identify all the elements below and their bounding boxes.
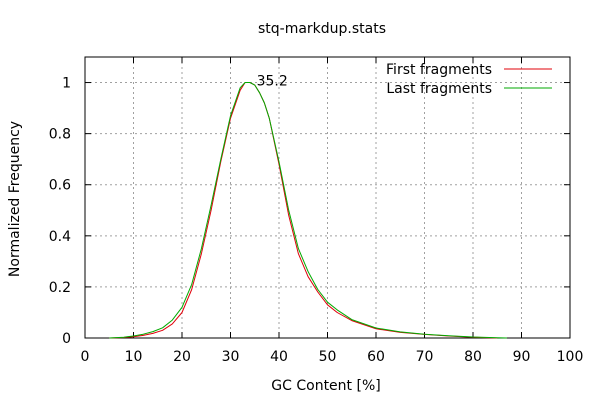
peak-annotation: 35.2 (257, 74, 288, 90)
x-tick-label: 100 (557, 349, 584, 365)
chart-title: stq-markdup.stats (258, 21, 386, 37)
y-tick-label: 0 (62, 331, 71, 347)
x-tick-label: 0 (81, 349, 90, 365)
x-tick-label: 90 (513, 349, 531, 365)
x-tick-label: 60 (367, 349, 385, 365)
y-tick-label: 0.2 (49, 280, 71, 296)
grid-layer (85, 57, 570, 338)
tick-layer: 0 10 20 30 40 50 60 70 80 90 100 0 0.2 0.4 0.6 0.8 1 (49, 57, 584, 365)
y-tick-label: 1 (62, 76, 71, 92)
x-tick-label: 20 (173, 349, 191, 365)
legend-label: First fragments (386, 62, 492, 78)
x-tick-label: 80 (464, 349, 482, 365)
x-tick-label: 40 (270, 349, 288, 365)
y-tick-label: 0.8 (49, 127, 71, 143)
x-tick-label: 50 (319, 349, 337, 365)
y-axis-label: Normalized Frequency (7, 121, 23, 277)
legend: First fragments Last fragments (386, 62, 552, 97)
x-tick-label: 10 (125, 349, 143, 365)
annotation-layer: 35.2 (257, 74, 288, 90)
series-line-last-fragments (109, 82, 507, 339)
y-tick-label: 0.4 (49, 229, 71, 245)
series-line-first-fragments (109, 82, 498, 339)
x-tick-label: 30 (222, 349, 240, 365)
y-tick-label: 0.6 (49, 178, 71, 194)
legend-label: Last fragments (386, 81, 492, 97)
x-tick-label: 70 (416, 349, 434, 365)
series-layer (109, 82, 507, 339)
x-axis-label: GC Content [%] (271, 378, 380, 394)
